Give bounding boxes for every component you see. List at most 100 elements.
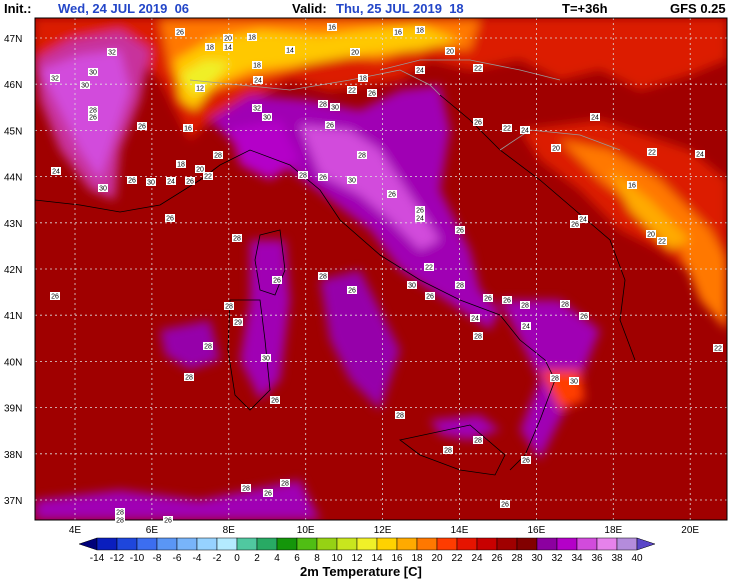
lat-label: 40N	[4, 357, 22, 368]
colorbar-tick-label: 4	[274, 553, 280, 564]
temperature-label: 32	[108, 50, 116, 57]
label-box	[223, 43, 233, 51]
label-box	[165, 214, 175, 222]
temperature-label: 26	[128, 178, 136, 185]
model-name: GFS 0.25	[670, 1, 726, 16]
temperature-label: 26	[503, 298, 511, 305]
temperature-label: 30	[263, 115, 271, 122]
label-box	[502, 296, 512, 304]
colorbar: -14 -12 -10 -8 -6 -4 -2 0 2 4 6 8 10 12 14 16 18 20 22 24 26…	[78, 537, 656, 564]
colorbar-swatch	[416, 537, 438, 551]
colorbar-swatch	[256, 537, 278, 551]
temperature-label: 24	[591, 115, 599, 122]
lat-label: 47N	[4, 34, 22, 45]
temperature-label: 30	[99, 186, 107, 193]
colorbar-swatch	[396, 537, 418, 551]
label-box	[358, 74, 368, 82]
temperature-label: 24	[416, 216, 424, 223]
label-box	[183, 124, 193, 132]
label-box	[203, 342, 213, 350]
label-box	[473, 436, 483, 444]
temperature-label: 28	[185, 375, 193, 382]
label-box	[318, 272, 328, 280]
temperature-label: 30	[262, 356, 270, 363]
label-box	[223, 34, 233, 42]
label-box	[569, 377, 579, 385]
colorbar-tick-label: 26	[491, 553, 503, 564]
label-box	[646, 230, 656, 238]
label-box	[387, 190, 397, 198]
colorbar-tick-label: 18	[411, 553, 423, 564]
label-box	[241, 484, 251, 492]
label-box	[261, 354, 271, 362]
temperature-label: 26	[484, 296, 492, 303]
label-box	[298, 171, 308, 179]
temperature-label: 18	[416, 28, 424, 35]
label-box	[166, 177, 176, 185]
label-box	[98, 184, 108, 192]
label-box	[270, 396, 280, 404]
temperature-label: 28	[561, 302, 569, 309]
temperature-label: 28	[396, 413, 404, 420]
temperature-label: 30	[348, 178, 356, 185]
temperature-label: 30	[147, 180, 155, 187]
temperature-label: 20	[552, 146, 560, 153]
temperature-label: 26	[426, 294, 434, 301]
label-box	[195, 84, 205, 92]
temperature-label: 26	[416, 208, 424, 215]
label-box	[520, 126, 530, 134]
colorbar-tick-label: 38	[611, 553, 623, 564]
label-box	[253, 76, 263, 84]
label-box	[262, 113, 272, 121]
temperature-label: 26	[264, 491, 272, 498]
label-box	[393, 28, 403, 36]
valid-time: Thu, 25 JUL 2019 18	[336, 1, 464, 16]
map-frame	[34, 17, 728, 521]
temperature-label: 22	[714, 346, 722, 353]
label-box	[473, 64, 483, 72]
temperature-label: 22	[474, 66, 482, 73]
temperature-label: 26	[138, 124, 146, 131]
label-box	[470, 314, 480, 322]
label-box	[347, 286, 357, 294]
label-box	[175, 28, 185, 36]
temperature-label: 26	[271, 398, 279, 405]
label-box	[88, 68, 98, 76]
temperature-label: 26	[186, 179, 194, 186]
colorbar-tick-label: 36	[591, 553, 603, 564]
label-box	[280, 479, 290, 487]
temperature-label: 22	[648, 150, 656, 157]
init-time: Wed, 24 JUL 2019 06	[58, 1, 189, 16]
temperature-label: 16	[328, 25, 336, 32]
lon-label: 10E	[297, 525, 315, 536]
temperature-label: 26	[51, 294, 59, 301]
temperature-label: 26	[319, 175, 327, 182]
lat-label: 39N	[4, 404, 22, 415]
colorbar-swatch	[376, 537, 398, 551]
label-box	[163, 516, 173, 524]
temperature-label: 22	[348, 88, 356, 95]
label-box	[137, 122, 147, 130]
colorbar-tick-label: 40	[631, 553, 643, 564]
label-box	[115, 508, 125, 516]
colorbar-swatch	[116, 537, 138, 551]
lat-lon-grid: 47N 46N 45N 44N 43N 42N 41N 40N 39N 38N 37N 4E 6E 8E 1…	[4, 18, 727, 536]
temperature-label: 22	[658, 239, 666, 246]
label-box	[146, 178, 156, 186]
lon-label: 20E	[681, 525, 699, 536]
valid-label: Valid:	[292, 1, 327, 16]
temperature-label: 26	[273, 278, 281, 285]
label-box	[590, 113, 600, 121]
temperature-label: 20	[351, 50, 359, 57]
colorbar-swatch	[156, 537, 178, 551]
label-box	[205, 43, 215, 51]
label-box	[330, 103, 340, 111]
colorbar-arrow	[78, 537, 98, 551]
temperature-label: 26	[522, 458, 530, 465]
temperature-label: 24	[522, 324, 530, 331]
label-box	[695, 150, 705, 158]
colorbar-swatch	[176, 537, 198, 551]
colorbar-swatch	[436, 537, 458, 551]
temperature-label: 28	[456, 283, 464, 290]
